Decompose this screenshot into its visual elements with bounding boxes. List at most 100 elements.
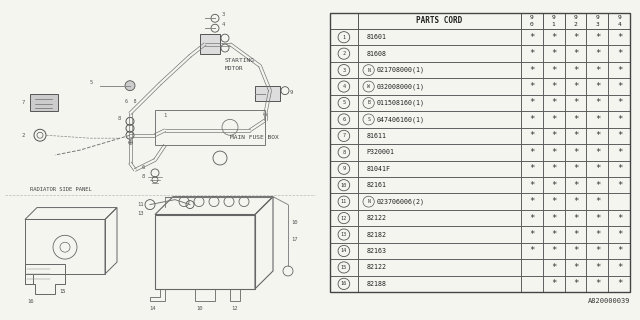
Bar xyxy=(358,259,520,276)
Text: 8: 8 xyxy=(118,116,121,121)
Text: *: * xyxy=(573,66,578,75)
Bar xyxy=(520,210,543,226)
Text: 1: 1 xyxy=(163,113,166,118)
Bar xyxy=(543,45,564,62)
Text: *: * xyxy=(573,279,578,288)
Text: *: * xyxy=(617,49,622,58)
Bar xyxy=(358,29,520,45)
Text: *: * xyxy=(595,263,600,272)
Bar xyxy=(520,161,543,177)
Bar xyxy=(520,177,543,193)
Text: *: * xyxy=(551,181,556,190)
Text: 82182: 82182 xyxy=(366,232,386,237)
Bar xyxy=(586,128,609,144)
Bar xyxy=(543,226,564,243)
Bar xyxy=(564,111,586,128)
Text: *: * xyxy=(595,66,600,75)
Bar xyxy=(564,29,586,45)
Bar xyxy=(543,177,564,193)
Text: 11: 11 xyxy=(137,202,143,207)
Text: 2: 2 xyxy=(342,51,346,56)
Text: *: * xyxy=(617,246,622,255)
Text: 81611: 81611 xyxy=(366,133,386,139)
Bar xyxy=(330,177,358,193)
Bar xyxy=(609,111,630,128)
Bar xyxy=(330,78,358,95)
Text: 81601: 81601 xyxy=(366,34,386,40)
Bar xyxy=(330,12,358,29)
Bar xyxy=(609,177,630,193)
Text: 4: 4 xyxy=(222,22,225,27)
Text: 7: 7 xyxy=(342,133,346,138)
Bar xyxy=(609,210,630,226)
Bar xyxy=(358,226,520,243)
Bar xyxy=(564,210,586,226)
Text: 14: 14 xyxy=(340,249,347,253)
Text: *: * xyxy=(551,246,556,255)
Bar xyxy=(358,177,520,193)
Bar xyxy=(564,226,586,243)
Text: *: * xyxy=(595,148,600,157)
Bar xyxy=(609,12,630,29)
Bar xyxy=(520,226,543,243)
Bar xyxy=(520,128,543,144)
Text: *: * xyxy=(617,213,622,223)
Text: *: * xyxy=(573,33,578,42)
Bar xyxy=(358,210,520,226)
Bar xyxy=(520,193,543,210)
Text: 10: 10 xyxy=(291,220,298,225)
Text: *: * xyxy=(573,230,578,239)
Text: *: * xyxy=(617,164,622,173)
Text: *: * xyxy=(595,164,600,173)
Bar xyxy=(586,259,609,276)
Text: *: * xyxy=(595,246,600,255)
Text: 81041F: 81041F xyxy=(366,166,390,172)
Bar xyxy=(543,78,564,95)
Text: S: S xyxy=(367,117,370,122)
Bar xyxy=(330,111,358,128)
Bar xyxy=(358,111,520,128)
Bar xyxy=(543,243,564,259)
Text: *: * xyxy=(551,197,556,206)
Text: 81608: 81608 xyxy=(366,51,386,57)
Text: 6: 6 xyxy=(142,165,145,171)
Bar xyxy=(330,62,358,78)
Text: *: * xyxy=(573,263,578,272)
Text: *: * xyxy=(595,115,600,124)
Bar xyxy=(543,276,564,292)
Text: 9: 9 xyxy=(342,166,346,171)
Bar xyxy=(564,45,586,62)
Bar xyxy=(330,193,358,210)
Bar xyxy=(330,45,358,62)
Text: *: * xyxy=(529,132,534,140)
Bar xyxy=(330,144,358,161)
Bar xyxy=(520,111,543,128)
Bar xyxy=(358,95,520,111)
Text: *: * xyxy=(551,230,556,239)
Text: N: N xyxy=(367,68,370,73)
Bar xyxy=(586,95,609,111)
Bar xyxy=(330,95,358,111)
Bar xyxy=(586,62,609,78)
Bar xyxy=(520,12,543,29)
Bar xyxy=(609,243,630,259)
Text: 9: 9 xyxy=(530,15,534,20)
Bar xyxy=(543,210,564,226)
Text: *: * xyxy=(551,132,556,140)
Bar xyxy=(543,12,564,29)
Text: 14: 14 xyxy=(150,306,156,311)
Text: *: * xyxy=(529,99,534,108)
Text: *: * xyxy=(551,99,556,108)
Bar xyxy=(586,12,609,29)
Bar xyxy=(609,62,630,78)
Text: 047406160(1): 047406160(1) xyxy=(377,116,425,123)
Text: 82122: 82122 xyxy=(366,215,386,221)
Text: 82161: 82161 xyxy=(366,182,386,188)
Text: 5: 5 xyxy=(342,100,346,106)
Text: 16: 16 xyxy=(340,281,347,286)
Text: *: * xyxy=(551,279,556,288)
Bar xyxy=(358,161,520,177)
Bar xyxy=(586,276,609,292)
Bar xyxy=(586,177,609,193)
Text: *: * xyxy=(529,82,534,91)
